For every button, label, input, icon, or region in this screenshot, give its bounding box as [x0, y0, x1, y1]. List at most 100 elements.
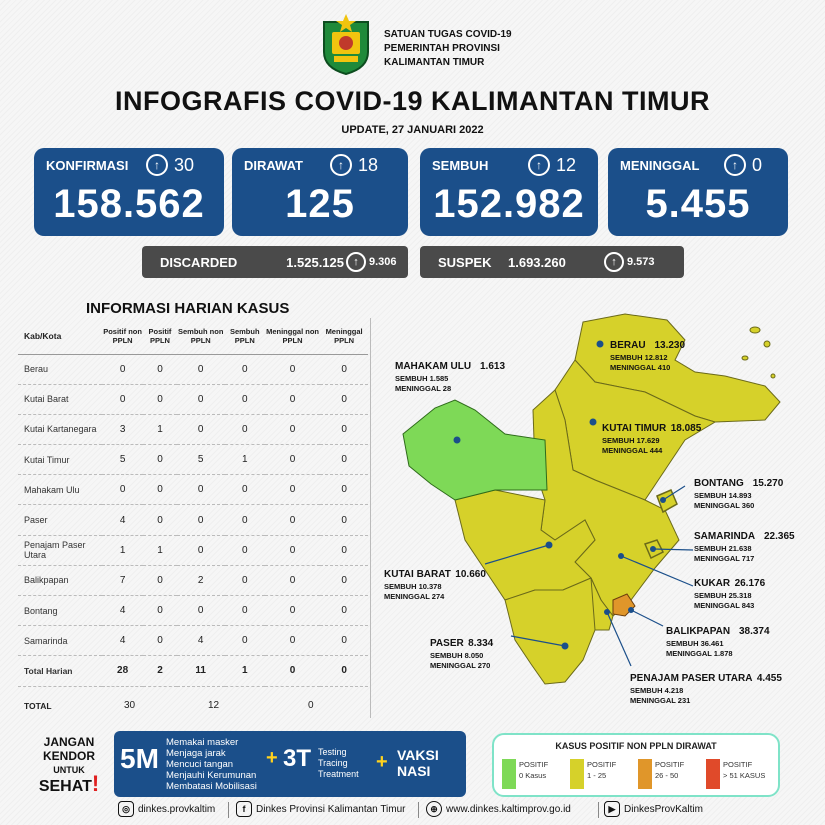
label-kutai-timur: KUTAI TIMUR 18.085 SEMBUH 17.629 MENINGGAL…: [602, 418, 701, 456]
marker-berau: [596, 340, 604, 348]
region-sembuh: SEMBUH 4.218: [630, 686, 684, 695]
region-total: 15.270: [752, 478, 784, 489]
table-cell: 0: [224, 595, 265, 627]
region-meninggal: MENINGGAL 843: [694, 601, 755, 610]
stat-card-konfirmasi: KONFIRMASI ↑ 30 158.562: [34, 148, 224, 236]
legend-item: POSITIF 0 Kasus: [502, 759, 568, 791]
5m-list: Memakai masker Menjaga jarak Mencuci tan…: [166, 737, 257, 792]
table-cell: 0: [224, 474, 265, 506]
region-name: KUTAI TIMUR: [602, 423, 667, 434]
region-name: MAHAKAM ULU: [395, 361, 472, 372]
vaksi-line: NASI: [397, 763, 431, 779]
region-sembuh: SEMBUH 25.318: [694, 591, 752, 600]
label-mahakam-ulu: MAHAKAM ULU 1.613 SEMBUH 1.585 MENINGGAL 2…: [395, 356, 505, 394]
5m-item: Menjauhi Kerumunan: [166, 770, 257, 781]
table-row: Samarinda 4 0 4 0 0 0: [18, 625, 368, 657]
table-cell: 0: [264, 384, 321, 415]
table-cell: 0: [320, 444, 368, 476]
table-cell: 5: [176, 444, 225, 476]
table-cell: 0: [143, 384, 177, 415]
update-date: UPDATE, 27 JANUARI 2022: [341, 124, 484, 136]
footer-facebook[interactable]: f Dinkes Provinsi Kalimantan Timur: [236, 801, 406, 817]
column-header: Meninggal PPLN: [320, 318, 368, 355]
table-cell: 28: [102, 655, 144, 687]
legend-label: POSITIF: [587, 760, 617, 769]
region-meninggal: MENINGGAL 28: [395, 384, 452, 393]
slogan-line: KENDOR: [42, 749, 95, 763]
table-row: Bontang 4 0 0 0 0 0: [18, 595, 368, 627]
column-header: Kab/Kota: [18, 318, 102, 355]
instagram-icon: ◎: [118, 801, 134, 817]
slogan-sehat: SEHAT!: [30, 773, 108, 795]
region-sembuh: SEMBUH 10.378: [384, 582, 442, 591]
label-samarinda: SAMARINDA 22.365 SEMBUH 21.638 MENINGGAL 7…: [694, 526, 795, 564]
footer-web[interactable]: ⊕ www.dinkes.kaltimprov.go.id: [426, 801, 571, 817]
region-name: KUKAR: [694, 578, 731, 589]
row-label: Berau: [18, 354, 102, 385]
region-name: SAMARINDA: [694, 531, 756, 542]
stat-card-sembuh: SEMBUH ↑ 12 152.982: [420, 148, 598, 236]
5m-item: Membatasi Mobilisasi: [166, 781, 257, 792]
stat-value: 152.982: [433, 182, 585, 226]
region-name: KUTAI BARAT: [384, 569, 451, 580]
marker-kutai-timur: [589, 418, 597, 426]
stat-delta-value: 0: [752, 154, 763, 175]
plus-icon: +: [266, 747, 278, 769]
globe-icon: ⊕: [426, 801, 442, 817]
stat-delta: ↑ 30: [146, 154, 194, 176]
org-line: PEMERINTAH PROVINSI: [384, 43, 500, 54]
table-cell: 0: [176, 535, 225, 566]
kaltim-map: [402, 313, 781, 685]
row-label: Mahakam Ulu: [18, 474, 102, 506]
table-cell: 0: [320, 414, 368, 446]
table-cell: 1: [143, 414, 177, 446]
row-label: Penajam Paser Utara: [18, 535, 102, 566]
row-label: Kutai Kartanegara: [18, 414, 102, 446]
marker-mahakam-ulu: [453, 436, 461, 444]
org-line: SATUAN TUGAS COVID-19: [384, 29, 512, 40]
table-cell: 0: [264, 565, 321, 597]
vaksinasi-label: VAKSI NASI: [397, 747, 439, 779]
table-cell: 0: [102, 474, 144, 506]
total-label: TOTAL: [24, 701, 52, 711]
label-ppu: PENAJAM PASER UTARA 4.455 SEMBUH 4.218 MEN…: [630, 668, 782, 706]
row-label: Kutai Barat: [18, 384, 102, 415]
table-cell: 0: [143, 625, 177, 657]
table-row: Kutai Timur 5 0 5 1 0 0: [18, 444, 368, 476]
table-cell: 0: [264, 444, 321, 476]
footer-divider: [228, 802, 229, 818]
table-cell: 0: [264, 595, 321, 627]
legend-swatch: [706, 759, 720, 789]
region-total: 26.176: [734, 578, 766, 589]
facebook-icon: f: [236, 801, 252, 817]
stat-delta-value: 12: [556, 154, 577, 175]
legend-item: POSITIF > 51 KASUS: [706, 759, 778, 791]
table-cell: 0: [320, 565, 368, 597]
region-mahakam-ulu: [402, 399, 548, 501]
table-cell: 0: [176, 474, 225, 506]
youtube-icon: ▶: [604, 801, 620, 817]
legend-label: 26 - 50: [655, 771, 679, 780]
stat-value: 158.562: [53, 182, 205, 226]
row-label: Bontang: [18, 595, 102, 627]
stat-value: 5.455: [645, 182, 751, 226]
region-total: 38.374: [738, 626, 770, 637]
stat-value: 125: [285, 182, 355, 226]
slogan-line: JANGAN: [43, 735, 95, 749]
table-cell: 0: [320, 384, 368, 415]
legend-swatch: [570, 759, 584, 789]
stat-label: DIRAWAT: [244, 158, 303, 173]
region-meninggal: MENINGGAL 274: [384, 592, 445, 601]
table-cell: 11: [176, 655, 225, 687]
map-legend: KASUS POSITIF NON PPLN DIRAWAT POSITIF 0 …: [492, 733, 780, 797]
footer-instagram[interactable]: ◎ dinkes.provkaltim: [118, 801, 215, 817]
table-cell: 0: [176, 354, 225, 385]
table-cell: 0: [224, 625, 265, 657]
island: [770, 373, 776, 379]
footer-divider: [598, 802, 599, 818]
footer-youtube[interactable]: ▶ DinkesProvKaltim: [604, 801, 703, 817]
3t-item: Tracing: [318, 758, 348, 768]
table-cell: 2: [176, 565, 225, 597]
table-cell: 4: [102, 504, 144, 536]
